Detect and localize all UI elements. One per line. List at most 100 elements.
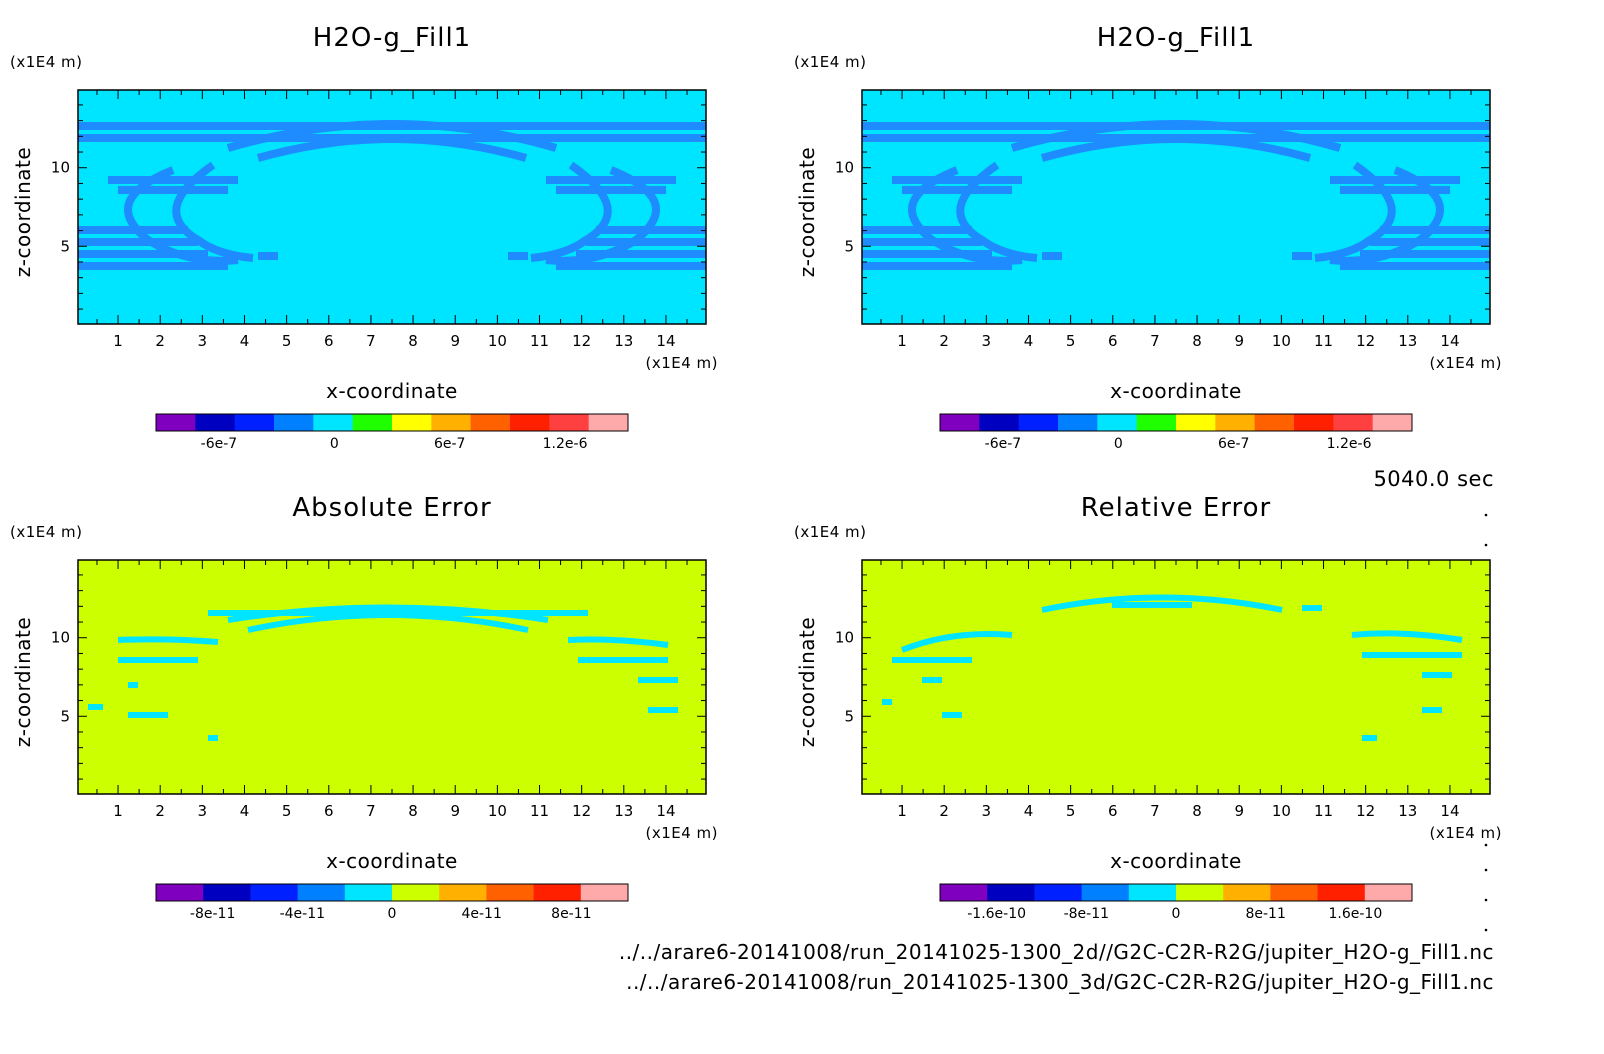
x-tick-label: 8 [408,332,418,350]
x-tick-label: 4 [240,802,250,820]
y-unit-label: (x1E4 m) [10,523,83,541]
y-axis-label: z-coordinate [11,617,35,747]
colorbar-swatch [250,884,299,901]
colorbar-tick-label: -8e-11 [190,906,235,922]
x-tick-label: 14 [656,802,675,820]
colorbar-swatch [392,884,440,901]
x-tick-label: 2 [155,802,165,820]
colorbar-swatch [470,414,511,431]
x-tick-label: 2 [939,802,949,820]
y-axis-label: z-coordinate [11,147,35,277]
x-tick-label: 3 [198,332,208,350]
colorbar-swatch [195,414,236,431]
contour-band [226,120,558,152]
x-tick-label: 9 [450,802,460,820]
x-tick-label: 6 [1108,332,1118,350]
x-tick-label: 5 [282,332,292,350]
x-axis-label: x-coordinate [326,379,458,403]
contour-layer [882,594,1463,741]
colorbar-tick-label: 0 [1172,906,1181,922]
colorbar-tick-label: -8e-11 [1064,906,1109,922]
colorbar-swatch [274,414,314,431]
colorbar-frame [155,883,629,902]
contour-band [1351,630,1463,643]
x-tick-label: 12 [1356,802,1375,820]
colorbar-swatch [431,414,472,431]
y-tick-label: 5 [844,237,854,255]
x-tick-label: 11 [1314,332,1333,350]
x-tick-label: 13 [1398,802,1417,820]
x-tick-label: 6 [1108,802,1118,820]
colorbar-swatch [1081,884,1130,901]
colorbar-tick-label: 6e-7 [1218,436,1249,452]
y-axis-label: z-coordinate [795,147,819,277]
x-tick-label: 8 [1192,332,1202,350]
x-tick-label: 11 [530,802,549,820]
x-tick-label: 4 [1024,332,1034,350]
x-tick-label: 10 [1272,332,1291,350]
chart-title: H2O-g_Fill1 [313,23,471,53]
colorbar-swatch [1270,884,1319,901]
colorbar-swatch [1215,414,1256,431]
y-unit-label: (x1E4 m) [794,523,867,541]
colorbar-swatch [392,414,432,431]
contour-layer [78,120,706,270]
chart-panel-4: Relative Error(x1E4 m)(x1E4 m)1 2 3 4 5 6 7 8 9 1… [794,493,1502,922]
x-tick-label: 9 [450,332,460,350]
colorbar-tick-label: 0 [388,906,397,922]
y-tick-label: 5 [60,237,70,255]
colorbar-swatch [1097,414,1138,431]
x-tick-label: 1 [113,332,123,350]
margin-dot [1484,543,1488,547]
contour-band [256,135,528,162]
y-tick-label: 5 [60,707,70,725]
x-tick-label: 3 [198,802,208,820]
x-unit-label: (x1E4 m) [1429,354,1502,372]
colorbar-swatch [1317,884,1366,901]
x-tick-label: 13 [614,802,633,820]
x-tick-label: 11 [530,332,549,350]
x-tick-label: 6 [324,332,334,350]
x-tick-label: 8 [408,802,418,820]
contour-band [247,612,529,633]
x-tick-label: 14 [1440,332,1459,350]
plot-area [78,560,706,794]
colorbar-swatch [1136,414,1177,431]
colorbar-tick-label: 4e-11 [461,906,501,922]
x-tick-label: 2 [155,332,165,350]
x-tick-label: 9 [1234,802,1244,820]
colorbar-tick-label: -1.6e-10 [967,906,1026,922]
x-tick-label: 5 [1066,332,1076,350]
x-tick-label: 10 [488,802,507,820]
x-tick-label: 3 [982,802,992,820]
x-tick-label: 4 [240,332,250,350]
colorbar-tick-label: 1.2e-6 [1327,436,1372,452]
y-tick-label: 5 [844,707,854,725]
x-tick-label: 12 [572,332,591,350]
x-tick-label: 9 [1234,332,1244,350]
x-tick-label: 7 [1150,332,1160,350]
x-tick-label: 6 [324,802,334,820]
chart-title: Absolute Error [292,493,491,523]
colorbar-swatch [1034,884,1083,901]
colorbar-swatch [1018,414,1059,431]
colorbar-swatch [1333,414,1374,431]
contour-band [567,636,669,648]
colorbar-swatch [1254,414,1295,431]
x-tick-label: 7 [366,332,376,350]
x-tick-label: 10 [1272,802,1291,820]
colorbar-swatch [156,884,204,901]
margin-dot [1484,843,1488,847]
timestamp: 5040.0 sec [1373,467,1494,491]
chart-panel-3: Absolute Error(x1E4 m)(x1E4 m)1 2 3 4 5 6 7 8 9 1… [10,493,718,922]
colorbar-swatch [1294,414,1334,431]
colorbar-swatch [344,884,393,901]
x-tick-label: 13 [1398,332,1417,350]
colorbar-swatch [979,414,1020,431]
x-tick-label: 12 [1356,332,1375,350]
x-tick-label: 5 [1066,802,1076,820]
chart-title: H2O-g_Fill1 [1097,23,1255,53]
contour-band [1041,594,1283,613]
colorbar-swatch [313,414,354,431]
